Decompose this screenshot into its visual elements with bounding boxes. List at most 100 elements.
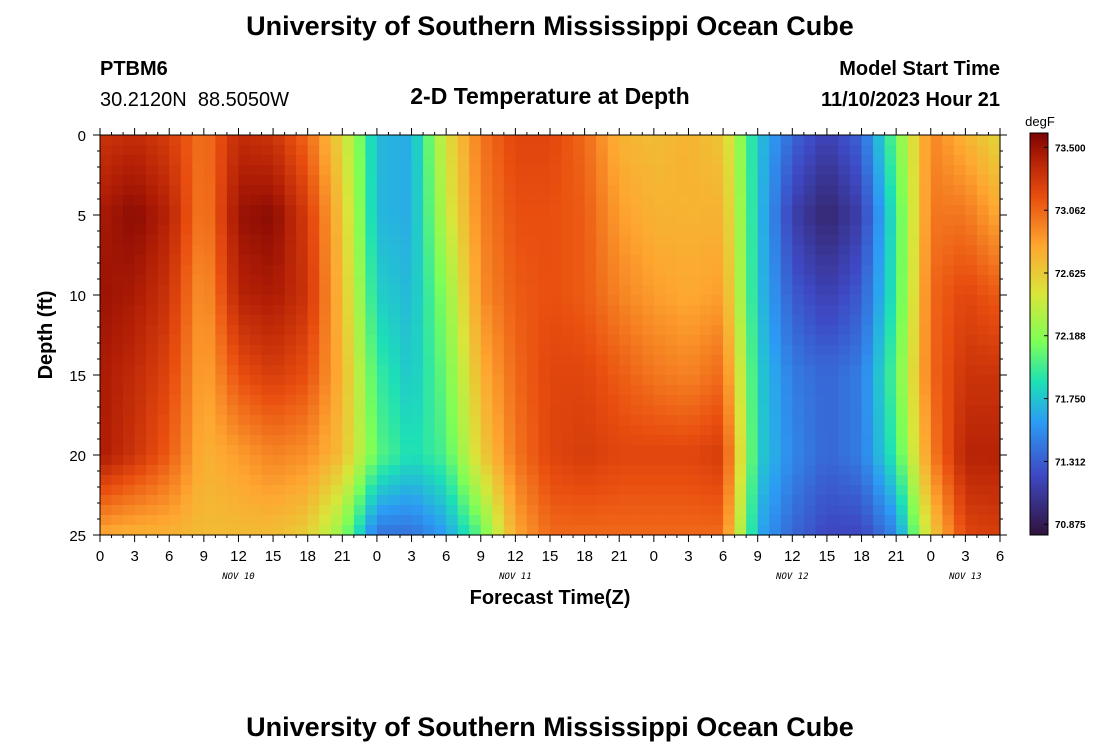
heatmap-cell	[192, 405, 205, 416]
heatmap-cell	[550, 215, 563, 226]
heatmap-cell	[457, 455, 470, 466]
heatmap-cell	[238, 355, 251, 366]
heatmap-cell	[711, 185, 724, 196]
heatmap-cell	[907, 295, 920, 306]
x-tick-label: 6	[442, 548, 450, 565]
heatmap-cell	[457, 475, 470, 486]
heatmap-cell	[711, 335, 724, 346]
heatmap-cell	[503, 155, 516, 166]
heatmap-cell	[965, 145, 978, 156]
heatmap-cell	[550, 155, 563, 166]
heatmap-cell	[757, 415, 770, 426]
heatmap-cell	[550, 455, 563, 466]
heatmap-cell	[146, 435, 159, 446]
heatmap-cell	[411, 385, 424, 396]
heatmap-cell	[873, 335, 886, 346]
heatmap-cell	[261, 385, 274, 396]
heatmap-cell	[780, 225, 793, 236]
heatmap-cell	[584, 385, 597, 396]
heatmap-cell	[907, 415, 920, 426]
heatmap-cell	[965, 265, 978, 276]
heatmap-cell	[538, 465, 551, 476]
heatmap-cell	[826, 165, 840, 176]
heatmap-cell	[446, 485, 459, 496]
heatmap-cell	[469, 175, 482, 186]
heatmap-cell	[826, 275, 840, 286]
heatmap-cell	[342, 515, 355, 526]
heatmap-cell	[273, 315, 286, 326]
heatmap-cell	[838, 205, 851, 216]
heatmap-cell	[930, 525, 943, 536]
heatmap-cell	[642, 245, 655, 256]
heatmap-cell	[203, 295, 216, 306]
heatmap-cell	[457, 305, 470, 316]
heatmap-cell	[769, 525, 782, 536]
heatmap-cell	[619, 515, 632, 526]
heatmap-cell	[238, 395, 251, 406]
heatmap-cell	[723, 405, 736, 416]
heatmap-cell	[111, 305, 124, 316]
heatmap-cell	[273, 185, 286, 196]
heatmap-cell	[769, 185, 782, 196]
heatmap-cell	[261, 185, 274, 196]
heatmap-cell	[330, 275, 343, 286]
heatmap-cell	[550, 375, 563, 386]
heatmap-cell	[746, 145, 759, 156]
heatmap-cell	[630, 465, 643, 476]
heatmap-cell	[480, 315, 493, 326]
heatmap-cell	[723, 395, 736, 406]
heatmap-cell	[896, 525, 909, 536]
heatmap-cell	[538, 355, 551, 366]
heatmap-cell	[630, 405, 643, 416]
heatmap-cell	[619, 235, 632, 246]
heatmap-cell	[665, 425, 678, 436]
heatmap-cell	[146, 135, 159, 146]
chart-title: 2-D Temperature at Depth	[410, 83, 689, 109]
heatmap-cell	[826, 485, 840, 496]
heatmap-cell	[100, 525, 113, 536]
heatmap-cell	[238, 245, 251, 256]
heatmap-cell	[526, 385, 540, 396]
heatmap-cell	[400, 255, 413, 266]
heatmap-cell	[988, 145, 1001, 156]
heatmap-cell	[734, 365, 747, 376]
heatmap-cell	[538, 155, 551, 166]
heatmap-cell	[907, 385, 920, 396]
heatmap-cell	[157, 415, 170, 426]
heatmap-cell	[215, 145, 228, 156]
heatmap-cell	[330, 495, 343, 506]
heatmap-cell	[550, 285, 563, 296]
heatmap-cell	[330, 455, 343, 466]
heatmap-cell	[376, 325, 390, 336]
heatmap-cell	[642, 165, 655, 176]
heatmap-cell	[469, 185, 482, 196]
heatmap-cell	[226, 355, 240, 366]
heatmap-cell	[330, 305, 343, 316]
heatmap-cell	[757, 135, 770, 146]
heatmap-cell	[423, 375, 436, 386]
heatmap-cell	[734, 355, 747, 366]
heatmap-cell	[515, 505, 528, 516]
heatmap-cell	[503, 395, 516, 406]
heatmap-cell	[157, 325, 170, 336]
heatmap-cell	[503, 215, 516, 226]
heatmap-cell	[388, 265, 401, 276]
heatmap-cell	[169, 365, 182, 376]
heatmap-cell	[584, 175, 597, 186]
heatmap-cell	[942, 145, 955, 156]
heatmap-cell	[711, 155, 724, 166]
heatmap-cell	[480, 185, 493, 196]
heatmap-cell	[861, 515, 874, 526]
heatmap-cell	[100, 425, 113, 436]
heatmap-cell	[100, 185, 113, 196]
heatmap-cell	[134, 515, 147, 526]
heatmap-cell	[769, 485, 782, 496]
heatmap-cell	[134, 395, 147, 406]
heatmap-cell	[619, 395, 632, 406]
heatmap-cell	[446, 345, 459, 356]
heatmap-cell	[711, 475, 724, 486]
heatmap-cell	[284, 345, 297, 356]
heatmap-cell	[965, 345, 978, 356]
heatmap-cell	[492, 225, 505, 236]
heatmap-cell	[838, 365, 851, 376]
